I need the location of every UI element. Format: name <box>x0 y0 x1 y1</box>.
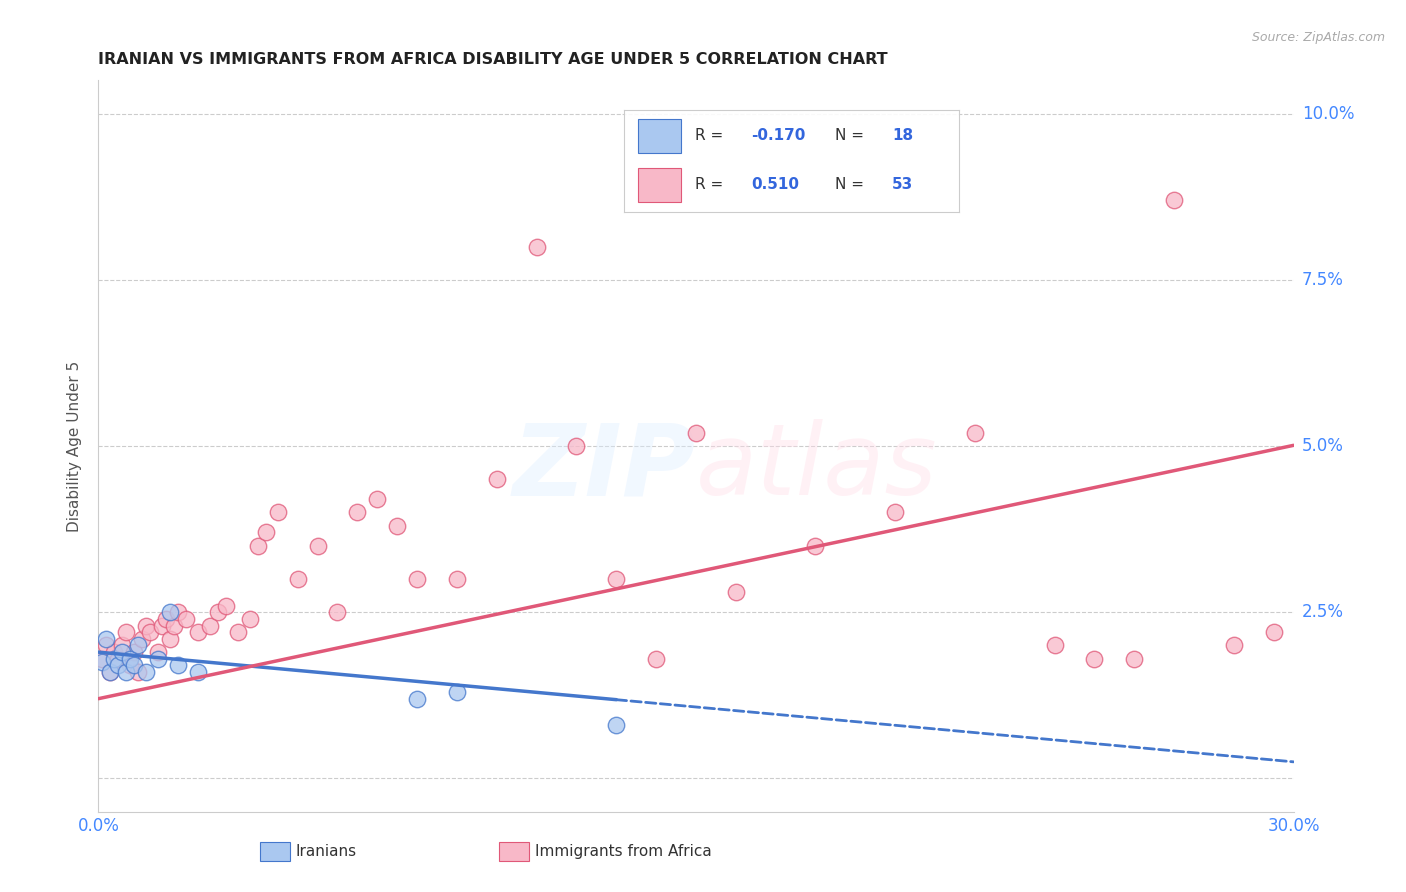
Point <box>124 658 146 673</box>
Point <box>91 652 114 666</box>
Point <box>446 572 468 586</box>
Point <box>239 612 262 626</box>
Point <box>1123 652 1146 666</box>
Point <box>115 665 138 679</box>
Point <box>1263 625 1285 640</box>
Text: Immigrants from Africa: Immigrants from Africa <box>534 844 711 859</box>
Point <box>103 645 125 659</box>
Point <box>267 506 290 520</box>
Point <box>884 506 907 520</box>
Text: 5.0%: 5.0% <box>1302 437 1344 455</box>
Point <box>804 539 827 553</box>
Point <box>131 632 153 646</box>
Text: -0.170: -0.170 <box>751 128 806 143</box>
Text: N =: N = <box>835 128 869 143</box>
Point <box>120 658 142 673</box>
Bar <box>499 842 529 861</box>
Point <box>406 691 429 706</box>
Point <box>115 625 138 640</box>
Point <box>187 625 209 640</box>
Point <box>159 605 181 619</box>
Point <box>526 239 548 253</box>
Point <box>246 539 269 553</box>
Point <box>254 525 277 540</box>
Point <box>135 618 157 632</box>
Point <box>167 658 190 673</box>
Point <box>148 645 170 659</box>
Point <box>366 492 388 507</box>
Point <box>1223 639 1246 653</box>
Point <box>150 618 173 632</box>
Point <box>565 439 588 453</box>
Point <box>139 625 162 640</box>
Text: ZIP: ZIP <box>513 419 696 516</box>
Text: N =: N = <box>835 178 869 193</box>
Text: Iranians: Iranians <box>295 844 357 859</box>
Point <box>148 652 170 666</box>
Point <box>215 599 238 613</box>
Point <box>226 625 249 640</box>
Point <box>96 632 118 646</box>
Point <box>724 585 747 599</box>
Point <box>163 618 186 632</box>
Point <box>605 718 627 732</box>
Text: 53: 53 <box>891 178 914 193</box>
Point <box>124 645 146 659</box>
Text: 0.510: 0.510 <box>751 178 800 193</box>
Point <box>159 632 181 646</box>
Text: atlas: atlas <box>696 419 938 516</box>
Point <box>103 652 125 666</box>
Point <box>326 605 349 619</box>
Point <box>605 572 627 586</box>
Point <box>155 612 177 626</box>
Point <box>111 645 134 659</box>
Point <box>107 652 129 666</box>
Point <box>645 652 668 666</box>
Text: R =: R = <box>695 128 728 143</box>
Bar <box>260 842 290 861</box>
Point <box>485 472 508 486</box>
Text: 10.0%: 10.0% <box>1302 104 1354 122</box>
Point <box>406 572 429 586</box>
Point <box>98 665 122 679</box>
Point <box>1083 652 1105 666</box>
Text: Source: ZipAtlas.com: Source: ZipAtlas.com <box>1251 31 1385 45</box>
Point <box>91 655 114 669</box>
Bar <box>638 168 681 202</box>
Text: 7.5%: 7.5% <box>1302 271 1344 289</box>
Point <box>963 425 986 440</box>
Point <box>1163 193 1185 207</box>
Point <box>685 425 707 440</box>
Bar <box>638 119 681 153</box>
Point <box>385 518 409 533</box>
Point <box>446 685 468 699</box>
Text: 2.5%: 2.5% <box>1302 603 1344 621</box>
Point <box>98 665 122 679</box>
Text: 18: 18 <box>891 128 912 143</box>
Point <box>1043 639 1066 653</box>
Point <box>107 658 129 673</box>
Point <box>135 665 157 679</box>
Text: R =: R = <box>695 178 728 193</box>
Point <box>207 605 229 619</box>
Point <box>127 639 149 653</box>
Y-axis label: Disability Age Under 5: Disability Age Under 5 <box>67 360 83 532</box>
Point <box>111 639 134 653</box>
Point <box>174 612 197 626</box>
Point <box>187 665 209 679</box>
Point <box>307 539 329 553</box>
Point <box>198 618 221 632</box>
Point <box>127 665 149 679</box>
Point <box>287 572 309 586</box>
Point <box>167 605 190 619</box>
Point <box>96 639 118 653</box>
Point <box>346 506 368 520</box>
Point <box>120 652 142 666</box>
Text: IRANIAN VS IMMIGRANTS FROM AFRICA DISABILITY AGE UNDER 5 CORRELATION CHART: IRANIAN VS IMMIGRANTS FROM AFRICA DISABI… <box>98 52 889 67</box>
